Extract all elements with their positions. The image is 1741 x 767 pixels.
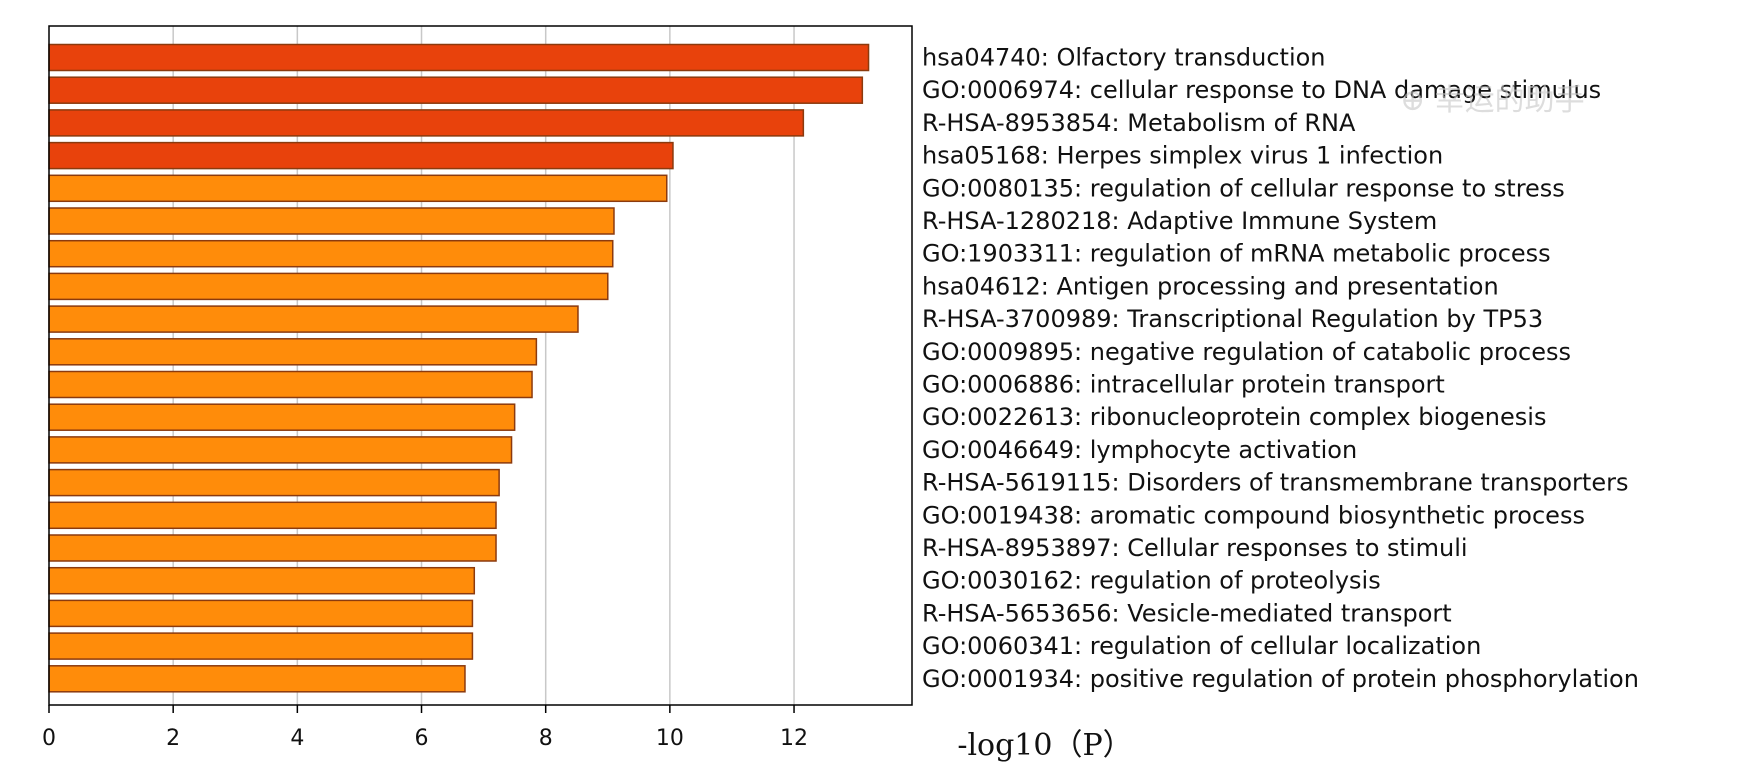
- bar-19: [48, 632, 474, 660]
- category-label-14: R-HSA-5619115: Disorders of transmembran…: [922, 469, 1628, 497]
- bar-17: [48, 566, 476, 595]
- bar-6: [48, 207, 615, 235]
- category-label-10: GO:0009895: negative regulation of catab…: [922, 338, 1571, 366]
- bar-14: [48, 468, 500, 497]
- bar-16: [48, 534, 497, 562]
- x-axis-label: -log10（P）: [957, 728, 1132, 763]
- category-label-17: GO:0030162: regulation of proteolysis: [922, 567, 1381, 595]
- category-label-1: hsa04740: Olfactory transduction: [922, 44, 1326, 72]
- bar-10: [48, 338, 538, 366]
- category-label-9: R-HSA-3700989: Transcriptional Regulatio…: [922, 305, 1543, 333]
- bar-7: [48, 239, 614, 268]
- category-label-19: GO:0060341: regulation of cellular local…: [922, 632, 1481, 660]
- bar-9: [48, 305, 579, 333]
- bar-15: [48, 501, 497, 530]
- bar-13: [48, 436, 513, 464]
- category-label-20: GO:0001934: positive regulation of prote…: [922, 665, 1639, 693]
- category-label-5: GO:0080135: regulation of cellular respo…: [922, 174, 1565, 202]
- bar-5: [48, 174, 668, 203]
- category-label-15: GO:0019438: aromatic compound biosynthet…: [922, 501, 1585, 529]
- bar-4: [48, 141, 674, 170]
- category-label-6: R-HSA-1280218: Adaptive Immune System: [922, 207, 1437, 235]
- bars-group: [48, 43, 870, 693]
- bar-2: [48, 76, 864, 104]
- x-tick-label-6: 6: [415, 726, 429, 751]
- category-label-11: GO:0006886: intracellular protein transp…: [922, 371, 1445, 399]
- category-label-7: GO:1903311: regulation of mRNA metabolic…: [922, 240, 1551, 268]
- x-axis-ticks: 0 2 4 6 8 10 12: [42, 705, 808, 751]
- x-tick-label-10: 10: [656, 726, 684, 751]
- x-tick-label-8: 8: [539, 726, 553, 751]
- plot-frame: [48, 25, 913, 706]
- bar-18: [48, 599, 474, 628]
- x-tick-label-0: 0: [42, 726, 56, 751]
- category-label-2: GO:0006974: cellular response to DNA dam…: [922, 76, 1601, 104]
- x-tick-label-12: 12: [780, 726, 808, 751]
- category-label-13: GO:0046649: lymphocyte activation: [922, 436, 1357, 464]
- category-label-16: R-HSA-8953897: Cellular responses to sti…: [922, 534, 1468, 562]
- category-label-12: GO:0022613: ribonucleoprotein complex bi…: [922, 403, 1546, 431]
- category-label-3: R-HSA-8953854: Metabolism of RNA: [922, 109, 1356, 137]
- category-label-4: hsa05168: Herpes simplex virus 1 infecti…: [922, 142, 1443, 170]
- bar-1: [48, 43, 870, 72]
- bar-11: [48, 370, 533, 399]
- bar-8: [48, 272, 609, 301]
- bar-12: [48, 403, 516, 431]
- watermark: ⊕ 幸运的助手: [1400, 83, 1585, 118]
- bar-3: [48, 109, 805, 137]
- x-tick-label-2: 2: [166, 726, 180, 751]
- bar-20: [48, 665, 466, 693]
- category-labels: hsa04740: Olfactory transduction GO:00069…: [922, 44, 1639, 693]
- category-label-8: hsa04612: Antigen processing and present…: [922, 272, 1499, 300]
- x-tick-label-4: 4: [290, 726, 304, 751]
- category-label-18: R-HSA-5653656: Vesicle-mediated transpor…: [922, 599, 1452, 627]
